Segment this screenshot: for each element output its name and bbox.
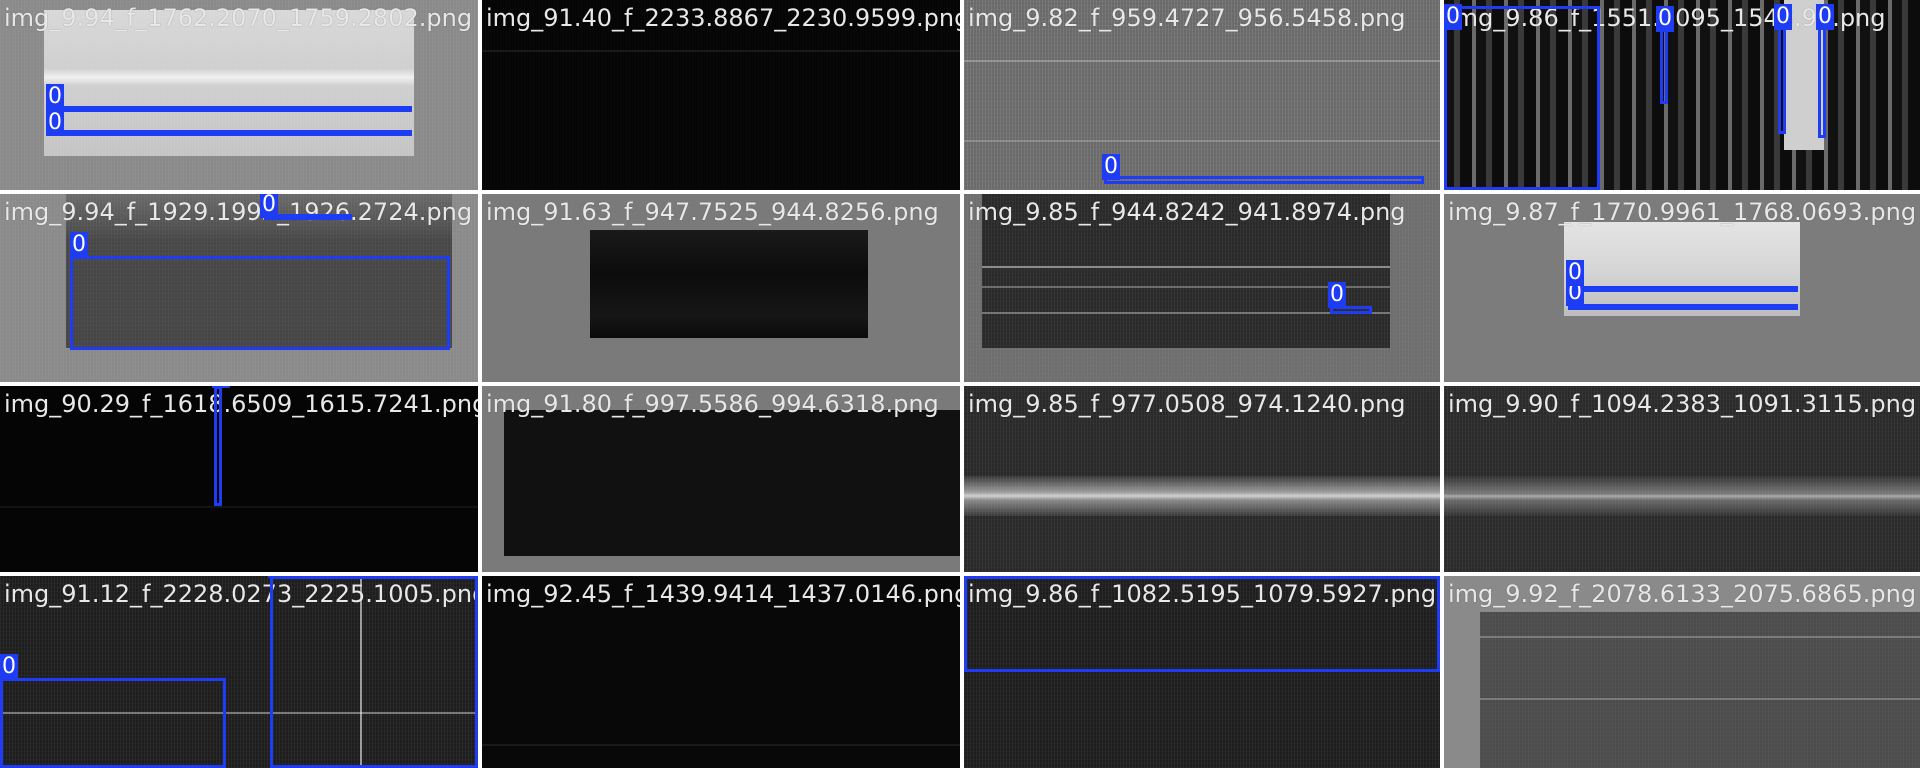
class-label: 0 xyxy=(1566,280,1584,306)
tile-title: img_9.94_f_1929.1992_1926.2724.png xyxy=(4,198,473,226)
class-label: 0 xyxy=(1566,260,1584,286)
class-label: 0 xyxy=(46,84,64,110)
tile-12[interactable]: img_9.90_f_1094.2383_1091.3115.png xyxy=(1444,386,1920,572)
tile-title: img_9.94_f_1762.2070_1759.2802.png xyxy=(4,4,473,32)
class-label: 0 xyxy=(0,654,18,680)
tile-title: img_9.87_f_1770.9961_1768.0693.png xyxy=(1448,198,1917,226)
tile-16[interactable]: img_9.92_f_2078.6133_2075.6865.png xyxy=(1444,576,1920,768)
tile-10[interactable]: img_91.80_f_997.5586_994.6318.png xyxy=(482,386,960,572)
detection-box[interactable] xyxy=(1568,286,1798,292)
tile-13[interactable]: img_91.12_f_2228.0273_2225.1005.png 0 0 xyxy=(0,576,478,768)
class-label: 0 xyxy=(260,194,278,218)
class-label: 0 xyxy=(1656,6,1674,32)
detection-box[interactable] xyxy=(1330,306,1372,314)
class-label: 0 xyxy=(1444,4,1462,30)
tile-title: img_9.82_f_959.4727_956.5458.png xyxy=(968,4,1406,32)
detection-box[interactable] xyxy=(1444,6,1600,190)
class-label: 0 xyxy=(46,110,64,136)
detection-box[interactable] xyxy=(0,678,226,768)
tile-title: img_91.12_f_2228.0273_2225.1005.png xyxy=(4,580,478,608)
class-label: 0 xyxy=(1102,154,1120,180)
tile-title: img_91.40_f_2233.8867_2230.9599.png xyxy=(486,4,960,32)
class-label: 0 xyxy=(964,576,982,578)
tile-6[interactable]: img_91.63_f_947.7525_944.8256.png xyxy=(482,194,960,382)
tile-3[interactable]: img_9.82_f_959.4727_956.5458.png 0 xyxy=(964,0,1440,190)
tile-9[interactable]: img_90.29_f_1618.6509_1615.7241.png 0 xyxy=(0,386,478,572)
tile-7[interactable]: img_9.85_f_944.8242_941.8974.png 0 xyxy=(964,194,1440,382)
class-label: 0 xyxy=(1774,4,1792,30)
class-label: 0 xyxy=(70,232,88,258)
detection-box[interactable] xyxy=(1568,304,1798,310)
tile-title: img_9.92_f_2078.6133_2075.6865.png xyxy=(1448,580,1917,608)
tile-5[interactable]: img_9.94_f_1929.1992_1926.2724.png 0 0 xyxy=(0,194,478,382)
tile-title: img_91.80_f_997.5586_994.6318.png xyxy=(486,390,939,418)
tile-4[interactable]: img_9.86_f_1551.2095_1548.9...png 0 0 0 … xyxy=(1444,0,1920,190)
tile-title: img_90.29_f_1618.6509_1615.7241.png xyxy=(4,390,478,418)
tile-15[interactable]: img_9.86_f_1082.5195_1079.5927.png 0 xyxy=(964,576,1440,768)
class-label: 0 xyxy=(212,386,230,388)
tile-title: img_91.63_f_947.7525_944.8256.png xyxy=(486,198,939,226)
detection-box[interactable] xyxy=(46,130,412,136)
tile-title: img_9.90_f_1094.2383_1091.3115.png xyxy=(1448,390,1917,418)
detection-box[interactable] xyxy=(46,106,412,112)
tile-2[interactable]: img_91.40_f_2233.8867_2230.9599.png xyxy=(482,0,960,190)
tile-title: img_92.45_f_1439.9414_1437.0146.png xyxy=(486,580,960,608)
tile-11[interactable]: img_9.85_f_977.0508_974.1240.png xyxy=(964,386,1440,572)
detection-box[interactable] xyxy=(270,576,478,768)
detection-box[interactable] xyxy=(1104,176,1424,184)
tile-14[interactable]: img_92.45_f_1439.9414_1437.0146.png xyxy=(482,576,960,768)
detection-box[interactable] xyxy=(214,386,222,506)
tile-title: img_9.85_f_944.8242_941.8974.png xyxy=(968,198,1406,226)
tile-title: img_9.86_f_1082.5195_1079.5927.png xyxy=(968,580,1437,608)
detection-box[interactable] xyxy=(964,576,1440,672)
class-label: 0 xyxy=(268,576,286,578)
detection-box[interactable] xyxy=(70,256,450,350)
tile-1[interactable]: img_9.94_f_1762.2070_1759.2802.png 0 0 xyxy=(0,0,478,190)
tile-title: img_9.85_f_977.0508_974.1240.png xyxy=(968,390,1406,418)
class-label: 0 xyxy=(1328,282,1346,308)
tile-8[interactable]: img_9.87_f_1770.9961_1768.0693.png 0 0 xyxy=(1444,194,1920,382)
class-label: 0 xyxy=(1816,4,1834,30)
